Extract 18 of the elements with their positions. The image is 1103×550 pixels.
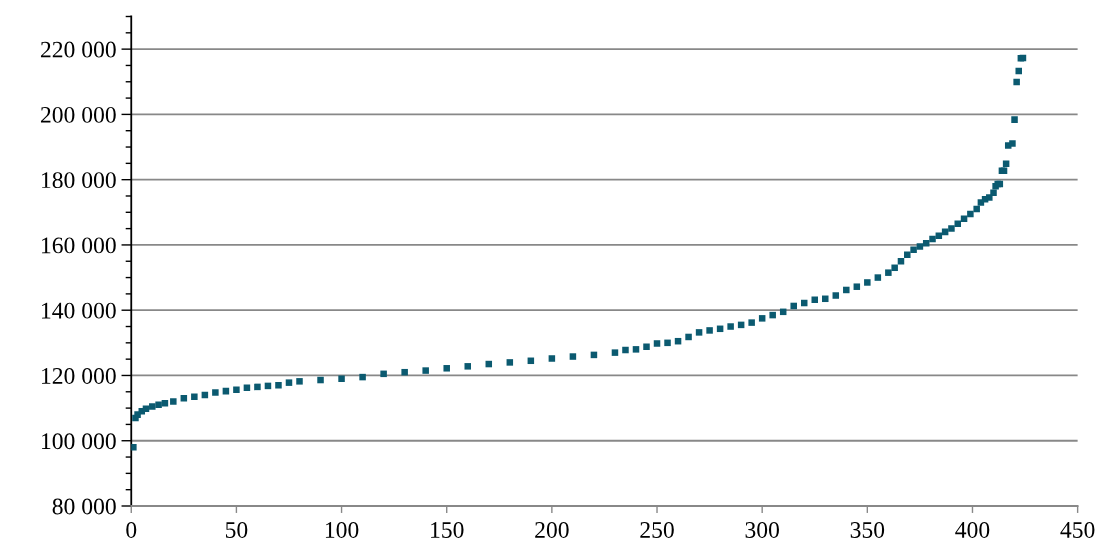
x-tick-label: 0: [126, 521, 137, 538]
y-tick-label: 180 000: [42, 172, 116, 189]
y-tick-label: 160 000: [42, 237, 116, 254]
y-tick-label: 140 000: [42, 302, 116, 319]
x-tick-label: 300: [745, 521, 779, 538]
x-tick-label: 350: [850, 521, 885, 538]
y-tick-label: 120 000: [42, 367, 116, 384]
x-tick-label: 400: [955, 521, 990, 538]
y-tick-label: 200 000: [40, 106, 116, 123]
x-tick-label: 200: [535, 521, 569, 538]
x-tick-label: 100: [325, 521, 359, 538]
y-tick-label: 100 000: [42, 433, 116, 450]
x-tick-label: 450: [1060, 521, 1095, 538]
x-tick-label: 150: [431, 521, 464, 538]
y-tick-label: 220 000: [40, 41, 116, 58]
x-tick-label: 250: [640, 521, 674, 538]
x-tick-label: 50: [225, 521, 248, 538]
y-tick-label: 80 000: [52, 498, 116, 515]
